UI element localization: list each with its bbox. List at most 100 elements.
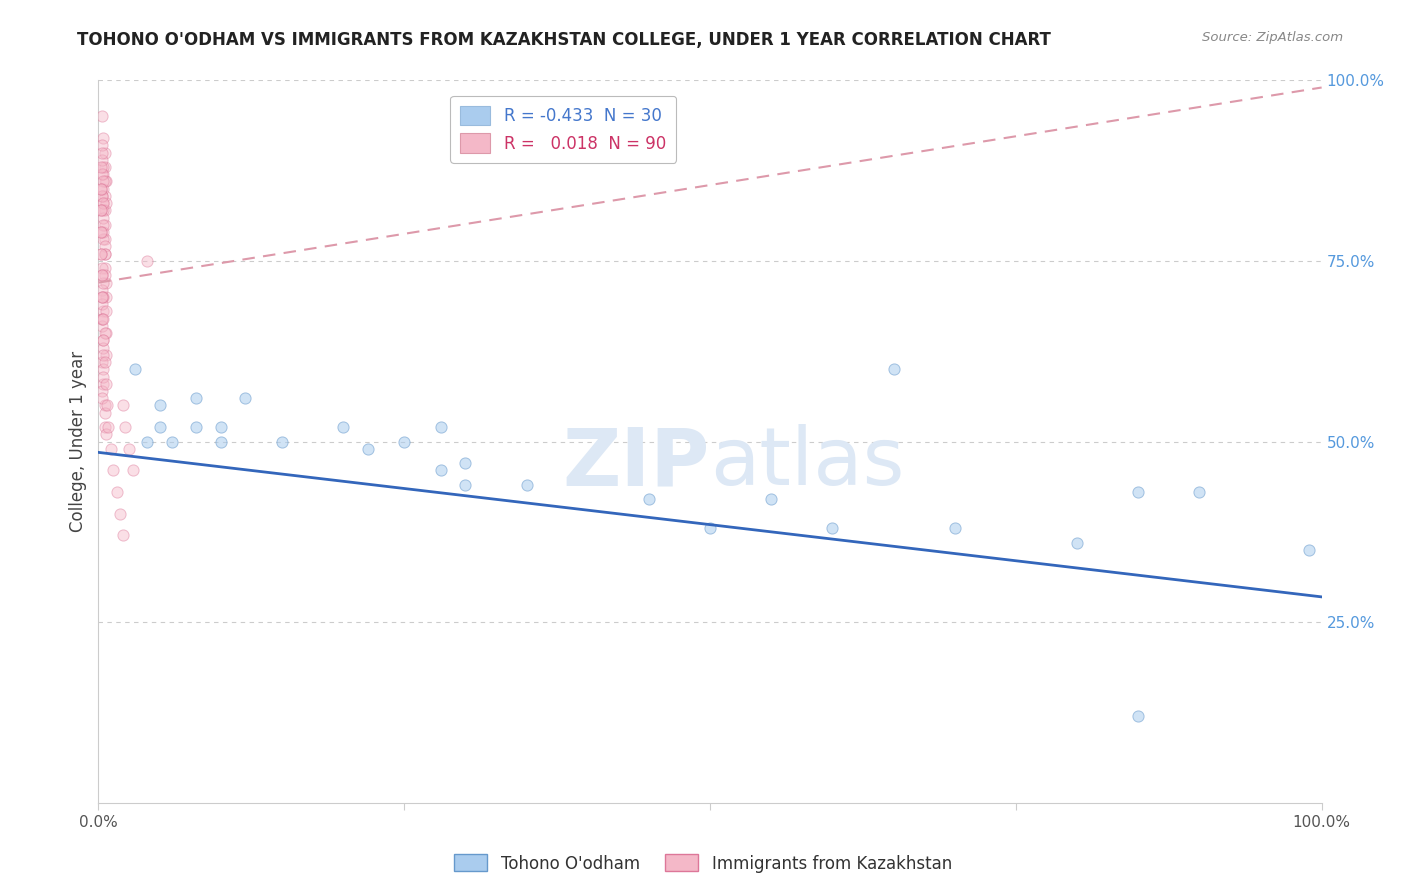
- Point: [91, 196, 114, 211]
- Point: [91, 131, 114, 145]
- Point: [93, 203, 115, 218]
- Point: [883, 362, 905, 376]
- Point: [93, 232, 115, 246]
- Point: [91, 189, 114, 203]
- Point: [91, 297, 114, 311]
- Point: [94, 196, 117, 211]
- Point: [94, 276, 117, 290]
- Point: [515, 478, 537, 492]
- Point: [943, 521, 966, 535]
- Point: [94, 290, 117, 304]
- Point: [91, 138, 114, 153]
- Point: [91, 341, 114, 355]
- Point: [91, 391, 114, 405]
- Point: [93, 355, 115, 369]
- Point: [105, 485, 128, 500]
- Point: [121, 463, 143, 477]
- Point: [91, 290, 114, 304]
- Point: [91, 225, 114, 239]
- Text: atlas: atlas: [710, 425, 904, 502]
- Point: [118, 442, 141, 456]
- Point: [111, 398, 134, 412]
- Point: [91, 290, 114, 304]
- Text: Source: ZipAtlas.com: Source: ZipAtlas.com: [1202, 31, 1343, 45]
- Point: [111, 528, 134, 542]
- Point: [94, 348, 117, 362]
- Point: [149, 420, 172, 434]
- Point: [93, 218, 115, 232]
- Point: [91, 276, 114, 290]
- Point: [93, 261, 115, 276]
- Point: [91, 369, 114, 384]
- Point: [91, 268, 114, 283]
- Point: [91, 334, 114, 348]
- Point: [1298, 542, 1320, 557]
- Point: [209, 434, 232, 449]
- Point: [91, 174, 114, 188]
- Legend: Tohono O'odham, Immigrants from Kazakhstan: Tohono O'odham, Immigrants from Kazakhst…: [447, 847, 959, 880]
- Point: [1188, 485, 1211, 500]
- Point: [93, 268, 115, 283]
- Point: [430, 420, 453, 434]
- Point: [430, 463, 453, 477]
- Text: TOHONO O'ODHAM VS IMMIGRANTS FROM KAZAKHSTAN COLLEGE, UNDER 1 YEAR CORRELATION C: TOHONO O'ODHAM VS IMMIGRANTS FROM KAZAKH…: [77, 31, 1052, 49]
- Point: [110, 507, 132, 521]
- Point: [91, 145, 114, 160]
- Point: [1128, 485, 1150, 500]
- Point: [91, 153, 114, 167]
- Point: [90, 182, 112, 196]
- Point: [91, 355, 114, 369]
- Point: [91, 348, 114, 362]
- Point: [94, 326, 117, 340]
- Point: [93, 420, 115, 434]
- Point: [91, 334, 114, 348]
- Point: [90, 225, 112, 239]
- Point: [91, 196, 114, 211]
- Point: [91, 311, 114, 326]
- Point: [90, 203, 112, 218]
- Point: [96, 398, 118, 412]
- Point: [91, 384, 114, 398]
- Point: [91, 283, 114, 297]
- Point: [93, 239, 115, 253]
- Point: [160, 434, 183, 449]
- Point: [91, 268, 114, 283]
- Point: [356, 442, 378, 456]
- Text: ZIP: ZIP: [562, 425, 710, 502]
- Y-axis label: College, Under 1 year: College, Under 1 year: [69, 351, 87, 533]
- Point: [454, 478, 477, 492]
- Point: [93, 398, 115, 412]
- Point: [93, 406, 115, 420]
- Point: [91, 362, 114, 376]
- Point: [1066, 535, 1088, 549]
- Point: [94, 376, 117, 391]
- Point: [90, 225, 112, 239]
- Point: [91, 318, 114, 333]
- Point: [93, 246, 115, 260]
- Point: [270, 434, 294, 449]
- Point: [94, 174, 117, 188]
- Point: [114, 420, 136, 434]
- Point: [93, 174, 115, 188]
- Point: [91, 167, 114, 181]
- Point: [93, 246, 115, 260]
- Point: [93, 160, 115, 174]
- Point: [93, 189, 115, 203]
- Point: [90, 246, 112, 260]
- Legend: R = -0.433  N = 30, R =   0.018  N = 90: R = -0.433 N = 30, R = 0.018 N = 90: [450, 95, 676, 162]
- Point: [91, 290, 114, 304]
- Point: [761, 492, 783, 507]
- Point: [91, 376, 114, 391]
- Point: [90, 160, 112, 174]
- Point: [91, 218, 114, 232]
- Point: [186, 420, 208, 434]
- Point: [91, 261, 114, 276]
- Point: [1128, 709, 1150, 723]
- Point: [821, 521, 844, 535]
- Point: [91, 203, 114, 218]
- Point: [136, 253, 159, 268]
- Point: [233, 391, 256, 405]
- Point: [100, 442, 122, 456]
- Point: [90, 182, 112, 196]
- Point: [91, 311, 114, 326]
